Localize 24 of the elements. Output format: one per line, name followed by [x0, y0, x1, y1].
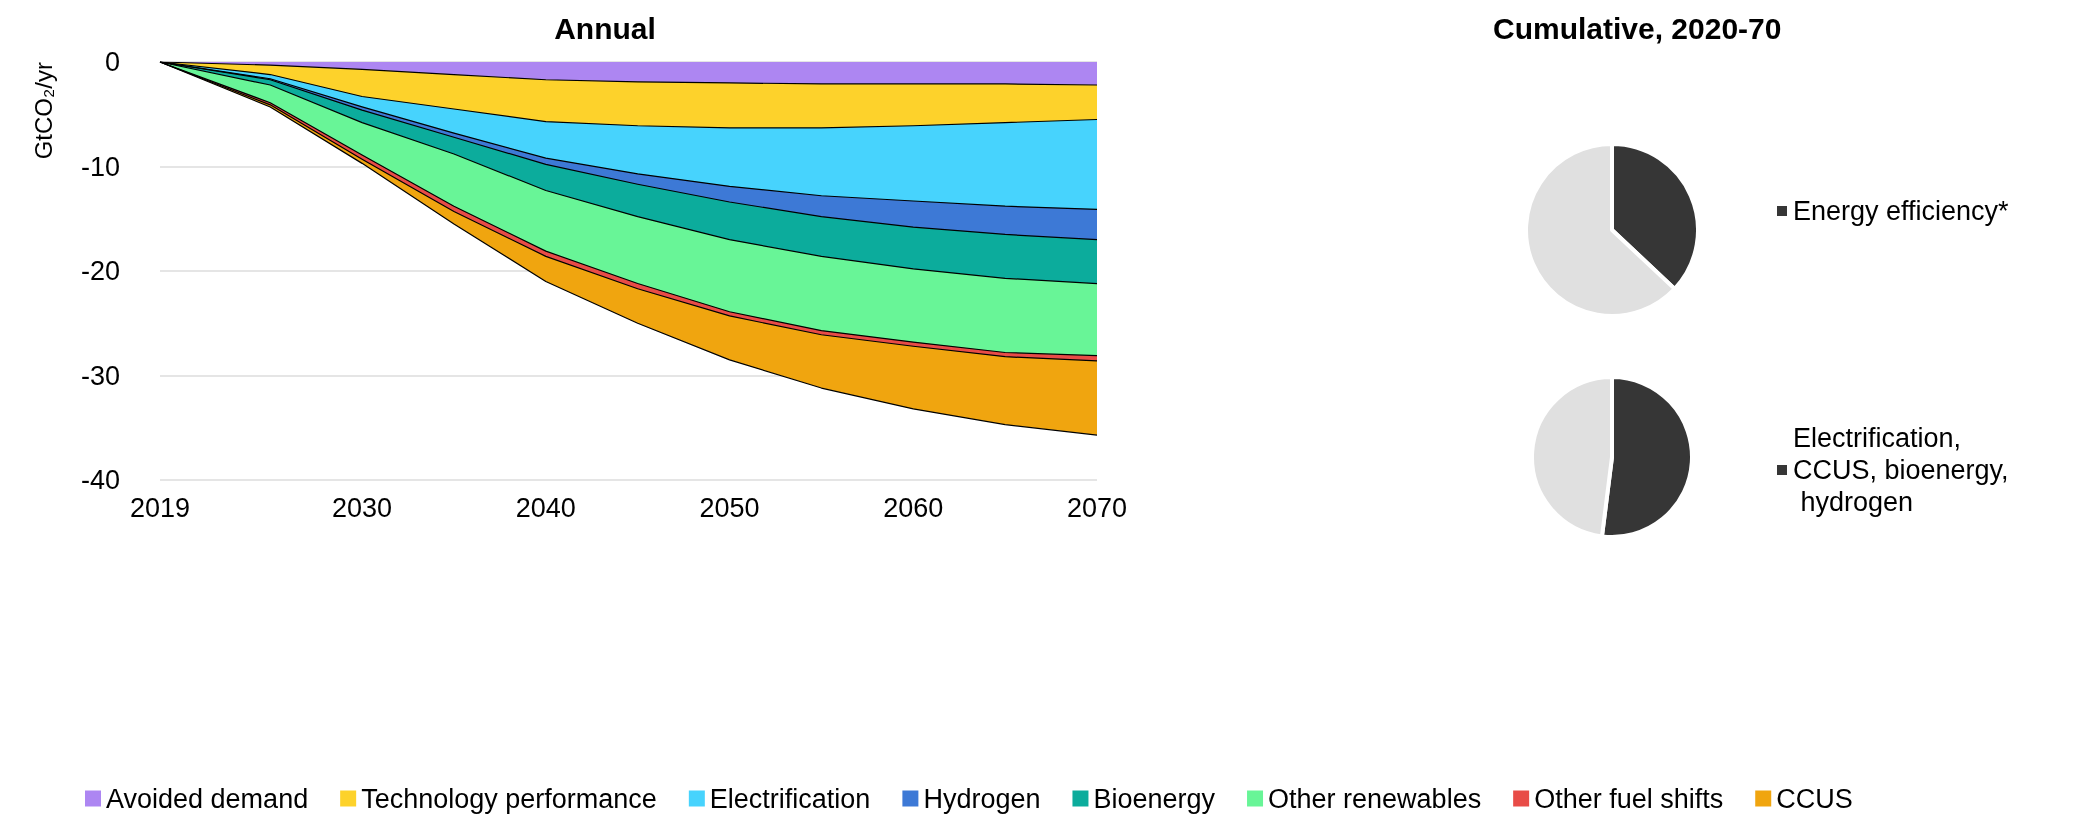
legend-label: Other fuel shifts [1534, 783, 1724, 814]
legend-label: Electrification [709, 783, 871, 814]
legend-label: Electrification, CCUS, bioenergy, hydrogen [1793, 423, 2009, 517]
y-tick-label: -30 [80, 360, 120, 391]
legend-label: Energy efficiency* [1793, 196, 2010, 226]
x-tick-label: 2050 [699, 492, 760, 523]
chart-title: Cumulative, 2020-70 [1493, 11, 1782, 45]
y-tick-label: -40 [80, 465, 120, 495]
x-tick-label: 2070 [1066, 492, 1128, 523]
x-tick-label: 2019 [129, 492, 191, 523]
y-tick-label: -20 [80, 256, 120, 286]
legend-label: Hydrogen [923, 783, 1041, 814]
x-tick-label: 2030 [332, 492, 393, 523]
legend-label: Technology performance [361, 783, 657, 814]
chart-title: Annual [554, 11, 656, 45]
legend-label: Avoided demand [106, 783, 309, 814]
x-tick-label: 2060 [883, 492, 944, 523]
legend-label: Bioenergy [1093, 783, 1216, 814]
y-tick-label: 0 [104, 47, 120, 77]
y-tick-label: -10 [80, 151, 120, 182]
x-tick-label: 2040 [515, 492, 576, 523]
legend-label: Other renewables [1268, 783, 1482, 814]
y-axis-title: GtCO₂/yr [29, 61, 57, 160]
legend-label: CCUS [1776, 783, 1853, 814]
